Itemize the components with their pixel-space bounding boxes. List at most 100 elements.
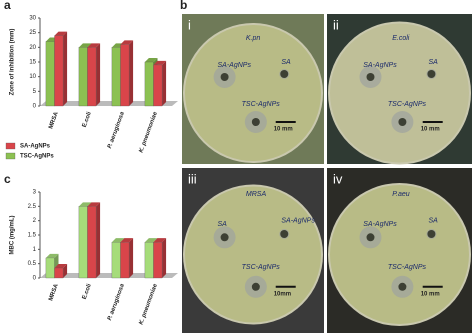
bar [153,242,163,279]
bar-top [120,40,134,45]
bar [54,35,64,107]
plate-numeral: ii [333,17,339,32]
panel-label: a [4,0,11,12]
bar-side [162,238,167,278]
well [280,230,289,238]
well [427,230,436,238]
legend-swatch [5,142,16,150]
plate-annotation: K.pn [246,35,261,42]
y-tick-label: 20 [29,45,36,51]
bar-top [78,43,92,48]
plate-annotation: SA [281,59,291,66]
x-tick-label: MRSA [48,111,60,130]
plate-annotation: TSC-AgNPs [242,264,281,271]
y-tick-label: 15 [29,60,36,66]
x-tick-label: P. aeruginosa [107,111,126,150]
bar-top [54,31,68,36]
floor [40,273,178,278]
bar-top [87,43,101,48]
scale-label: 10 mm [274,127,293,133]
bar [87,206,97,279]
y-tick-label: 0 [33,104,37,110]
plate-numeral: i [188,17,191,32]
bar-side [96,202,101,278]
bar-side [96,43,101,106]
panel-label: b [180,0,187,12]
plate-annotation: P.aeu [392,191,409,198]
y-tick-label: 25 [29,30,36,36]
plate-annotation: TSC-AgNPs [242,101,281,108]
plate-annotation: TSC-AgNPs [388,101,427,108]
bar-top [87,202,101,207]
floor [40,101,178,106]
bar [144,61,154,107]
plate-annotation: SA-AgNPs [218,62,252,69]
well [280,70,289,78]
plate-numeral: iii [188,171,197,186]
bar-side [63,31,68,107]
bar [153,64,163,107]
plate-annotation: E.coli [392,35,410,42]
y-tick-label: 30 [29,16,36,22]
bar [78,206,88,279]
panel-label: c [4,172,11,186]
bar-top [153,60,167,65]
scale-label: 10 mm [421,127,440,133]
bar-side [63,263,68,278]
y-tick-label: 5 [33,89,37,95]
well [366,73,375,81]
well [251,282,260,291]
bar-top [120,238,134,243]
bar [120,44,130,107]
bar-top [153,238,167,243]
x-tick-label: E.coli [82,111,93,128]
bar-side [129,238,134,278]
y-tick-label: 0 [33,276,37,282]
bar [45,257,55,279]
x-tick-label: MRSA [48,283,60,302]
scale-label: 10 mm [421,291,440,297]
plate-annotation: SA-AgNPs [363,221,397,228]
x-tick-label: K. pneumoniae [139,111,160,154]
well [220,73,229,81]
y-tick-label: 3 [33,190,37,196]
y-tick-label: 10 [29,74,36,80]
x-tick-label: K. pneumoniae [139,283,160,326]
petri-agar [330,185,469,324]
well [427,70,436,78]
legend-label: TSC-AgNPs [20,154,54,160]
well [251,118,260,126]
plate-numeral: iv [333,171,343,186]
y-tick-label: 2.5 [28,204,37,210]
legend-swatch [5,152,16,160]
x-tick-label: E.coli [82,283,93,300]
bar [144,242,154,279]
y-axis-label: Zone of inhibition (mm) [10,29,16,96]
well [398,282,407,291]
plate-annotation: MRSA [246,191,267,198]
bar-top [54,263,68,268]
petri-agar [330,23,469,163]
y-tick-label: 1 [33,247,37,253]
bar [120,242,130,279]
bar-top [111,238,125,243]
bar-top [78,202,92,207]
bar [45,41,55,107]
petri-agar [185,186,321,323]
well [220,233,229,242]
y-tick-label: 0.5 [28,261,37,267]
plate-annotation: SA [218,221,228,228]
plate-annotation: SA-AgNPs [281,218,315,225]
bar [111,47,121,107]
y-axis-label: MBC (mg/mL) [10,216,16,255]
y-tick-label: 1.5 [28,233,37,239]
legend-label: SA-AgNPs [20,144,51,150]
plate-annotation: SA [429,59,439,66]
bar [54,267,64,279]
bar [87,47,97,107]
well [366,233,375,242]
well [398,118,407,126]
scale-label: 10mm [274,291,291,297]
bar-side [162,60,167,106]
